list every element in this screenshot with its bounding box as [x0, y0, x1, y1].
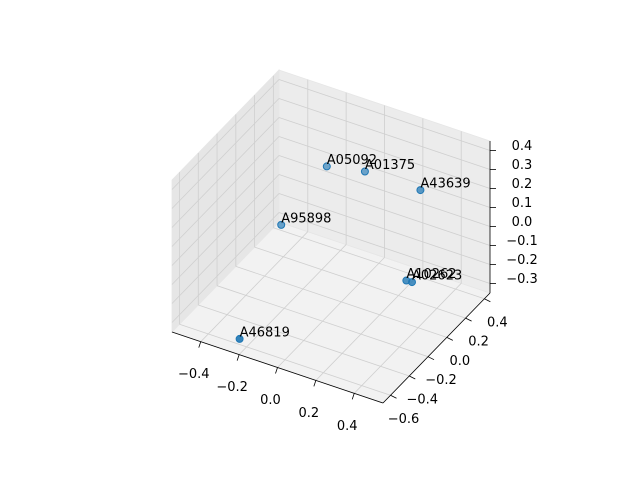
tick-mark: [390, 394, 397, 399]
tick-mark: [313, 380, 317, 387]
y-tick-label: −0.6: [388, 412, 420, 427]
grid-line: [171, 79, 280, 190]
tick-mark: [427, 356, 435, 361]
grid-line: [235, 266, 447, 338]
tick-mark: [484, 298, 491, 303]
x-tick-label: −0.2: [216, 380, 248, 395]
grid-line: [315, 270, 424, 381]
grid-line: [171, 212, 280, 323]
z-tick-label: 0.3: [512, 158, 533, 173]
grid-line: [278, 79, 491, 151]
grid-line: [277, 257, 385, 368]
point-label: A10262: [406, 267, 456, 282]
tick-mark: [446, 337, 454, 341]
data-point: [360, 167, 369, 176]
x-tick-label: 0.2: [299, 406, 320, 421]
y-tick-label: 0.2: [468, 335, 489, 350]
data-point: [277, 220, 286, 229]
y-tick-label: 0.0: [449, 354, 470, 369]
grid-line: [278, 174, 491, 246]
y-tick-label: −0.2: [425, 373, 457, 388]
y-tick-label: −0.4: [406, 392, 438, 407]
grid-line: [278, 98, 491, 170]
tick-mark: [409, 375, 416, 380]
data-point: [235, 334, 244, 343]
grid-line: [278, 212, 491, 284]
data-point: [322, 162, 331, 171]
z-tick-label: 0.2: [512, 177, 533, 192]
point-label: A02623: [412, 269, 462, 284]
z-tick-label: 0.4: [512, 139, 533, 154]
grid-line: [171, 193, 280, 304]
x-axis-line: [171, 331, 384, 404]
grid-line: [238, 244, 347, 355]
x-tick-label: −0.4: [178, 367, 210, 382]
data-point: [407, 278, 416, 287]
grid-line: [273, 227, 485, 300]
point-label: A43639: [420, 177, 470, 192]
grid-line: [171, 117, 280, 228]
grid-line: [278, 193, 491, 265]
grid-line: [198, 304, 410, 377]
grid-line: [278, 155, 491, 227]
tick-mark: [236, 354, 240, 361]
grid-line: [171, 155, 280, 266]
grid-line: [171, 98, 280, 209]
tick-mark: [351, 393, 355, 400]
grid-line: [254, 246, 466, 319]
z-tick-label: −0.1: [506, 234, 538, 249]
grid-line: [216, 285, 429, 358]
point-label: A46819: [240, 325, 290, 340]
tick-mark: [198, 341, 202, 348]
tick-mark: [275, 367, 278, 374]
point-label: A01375: [365, 158, 415, 173]
tick-mark: [465, 317, 472, 322]
z-tick-label: 0.0: [512, 215, 533, 230]
z-tick-label: −0.2: [506, 253, 538, 268]
grid-line: [171, 136, 280, 247]
grid-line: [200, 231, 309, 342]
x-tick-label: 0.4: [337, 419, 358, 434]
point-label: A05092: [327, 153, 377, 168]
point-label: A95898: [281, 211, 331, 226]
y-axis-line: [382, 292, 491, 404]
x-tick-label: 0.0: [260, 393, 281, 408]
y-tick-label: 0.4: [487, 315, 508, 330]
grid-line: [278, 117, 491, 189]
data-point: [416, 186, 425, 195]
grid-line: [171, 174, 280, 285]
grid-line: [179, 323, 391, 396]
grid-line: [353, 283, 462, 394]
z-tick-label: 0.1: [512, 196, 533, 211]
z-tick-label: −0.3: [506, 272, 538, 287]
grid-line: [278, 136, 491, 208]
